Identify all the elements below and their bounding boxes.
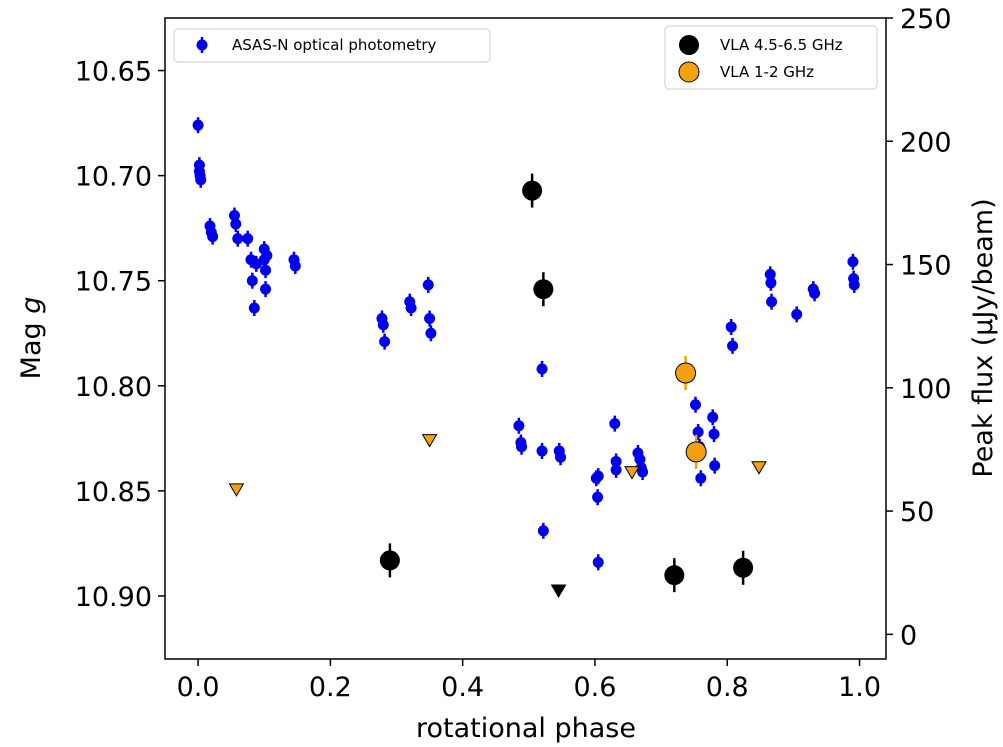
optical-point xyxy=(232,233,244,245)
optical-point xyxy=(422,279,434,291)
x-tick-label: 0.6 xyxy=(573,672,616,703)
optical-point xyxy=(725,321,737,333)
y-right-tick-label: 200 xyxy=(900,127,952,158)
optical-point xyxy=(379,336,391,348)
optical-point xyxy=(592,556,604,568)
legend-right-label-black: VLA 4.5-6.5 GHz xyxy=(720,36,843,54)
radio-point xyxy=(685,441,707,463)
radio-point xyxy=(664,565,685,586)
optical-point xyxy=(246,275,258,287)
optical-point xyxy=(634,453,646,465)
optical-point xyxy=(637,466,649,478)
optical-point xyxy=(536,445,548,457)
optical-point xyxy=(707,411,719,423)
optical-point xyxy=(727,340,739,352)
legend-left: ASAS-N optical photometry xyxy=(173,28,491,63)
radio-point xyxy=(533,279,554,300)
optical-point xyxy=(261,249,273,261)
optical-point xyxy=(248,302,260,314)
upper-limit-triangle xyxy=(624,466,640,480)
y-left-tick-label: 10.65 xyxy=(75,57,152,88)
x-axis-title: rotational phase xyxy=(416,713,636,744)
legend-left-marker xyxy=(196,39,208,51)
optical-point xyxy=(260,283,272,295)
optical-point xyxy=(708,428,720,440)
legend-right-box xyxy=(664,25,878,90)
legend-right-marker-black xyxy=(679,35,699,55)
legend-right-marker-orange xyxy=(678,61,700,83)
optical-point xyxy=(848,279,860,291)
optical-point xyxy=(228,210,240,222)
y-left-tick-label: 10.85 xyxy=(75,477,152,508)
legend-right: VLA 4.5-6.5 GHz VLA 1-2 GHz xyxy=(664,25,878,90)
y-right-tick-label: 100 xyxy=(900,374,952,405)
optical-point xyxy=(592,491,604,503)
y-right-tick-label: 50 xyxy=(900,497,934,528)
optical-point xyxy=(766,296,778,308)
y-left-tick-label: 10.70 xyxy=(75,162,152,193)
optical-point xyxy=(692,426,704,438)
optical-point xyxy=(609,418,621,430)
radio-point xyxy=(522,180,543,201)
optical-point xyxy=(592,470,604,482)
plot-frame xyxy=(164,17,887,660)
y-left-tick-label: 10.75 xyxy=(75,267,152,298)
data-marks xyxy=(192,117,860,598)
plot-background xyxy=(165,18,886,659)
optical-point xyxy=(555,451,567,463)
optical-point xyxy=(242,233,254,245)
y-right-tick-label: 250 xyxy=(900,4,952,35)
optical-point xyxy=(513,420,525,432)
x-tick-label: 0.0 xyxy=(177,672,220,703)
y-left-ticks: 10.65 10.70 10.75 10.80 10.85 10.90 xyxy=(75,57,165,613)
radio-point xyxy=(379,550,400,571)
y-right-ticks: 0 50 100 150 200 250 xyxy=(886,4,952,651)
optical-point xyxy=(791,308,803,320)
optical-point xyxy=(536,363,548,375)
x-tick-label: 0.8 xyxy=(706,672,749,703)
optical-point xyxy=(230,218,242,230)
optical-point xyxy=(195,174,207,186)
upper-limit-triangle xyxy=(751,461,767,475)
legend-left-box xyxy=(173,28,491,63)
optical-point xyxy=(765,277,777,289)
optical-point xyxy=(610,464,622,476)
x-tick-label: 0.4 xyxy=(441,672,484,703)
optical-point xyxy=(537,525,549,537)
y-right-tick-label: 0 xyxy=(900,620,917,651)
y-left-tick-label: 10.80 xyxy=(75,372,152,403)
optical-point xyxy=(695,472,707,484)
optical-point xyxy=(610,455,622,467)
legend-right-label-orange: VLA 1-2 GHz xyxy=(720,63,814,81)
optical-point xyxy=(809,287,821,299)
radio-point xyxy=(733,557,754,578)
upper-limit-triangle xyxy=(550,584,567,598)
x-tick-label: 0.2 xyxy=(309,672,352,703)
y-left-tick-label: 10.90 xyxy=(75,582,152,613)
x-ticks: 0.0 0.2 0.4 0.6 0.8 1.0 xyxy=(177,659,881,703)
optical-point xyxy=(260,264,272,276)
optical-point xyxy=(424,313,436,325)
upper-limit-triangle xyxy=(228,483,245,497)
optical-point xyxy=(425,327,437,339)
y-left-axis-title: Mag g xyxy=(16,297,47,380)
optical-point xyxy=(192,119,204,131)
y-right-axis-title: Peak flux (μJy/beam) xyxy=(968,198,999,477)
x-tick-label: 1.0 xyxy=(838,672,881,703)
optical-point xyxy=(764,268,776,280)
radio-point xyxy=(675,362,697,384)
upper-limit-triangle xyxy=(421,434,438,448)
y-right-tick-label: 150 xyxy=(900,251,952,282)
optical-point xyxy=(516,441,528,453)
optical-point xyxy=(207,231,219,243)
legend-left-label: ASAS-N optical photometry xyxy=(232,36,437,54)
optical-point xyxy=(405,302,417,314)
optical-point xyxy=(689,399,701,411)
optical-point xyxy=(709,460,721,472)
optical-point xyxy=(289,260,301,272)
optical-point xyxy=(377,319,389,331)
optical-point xyxy=(847,256,859,268)
